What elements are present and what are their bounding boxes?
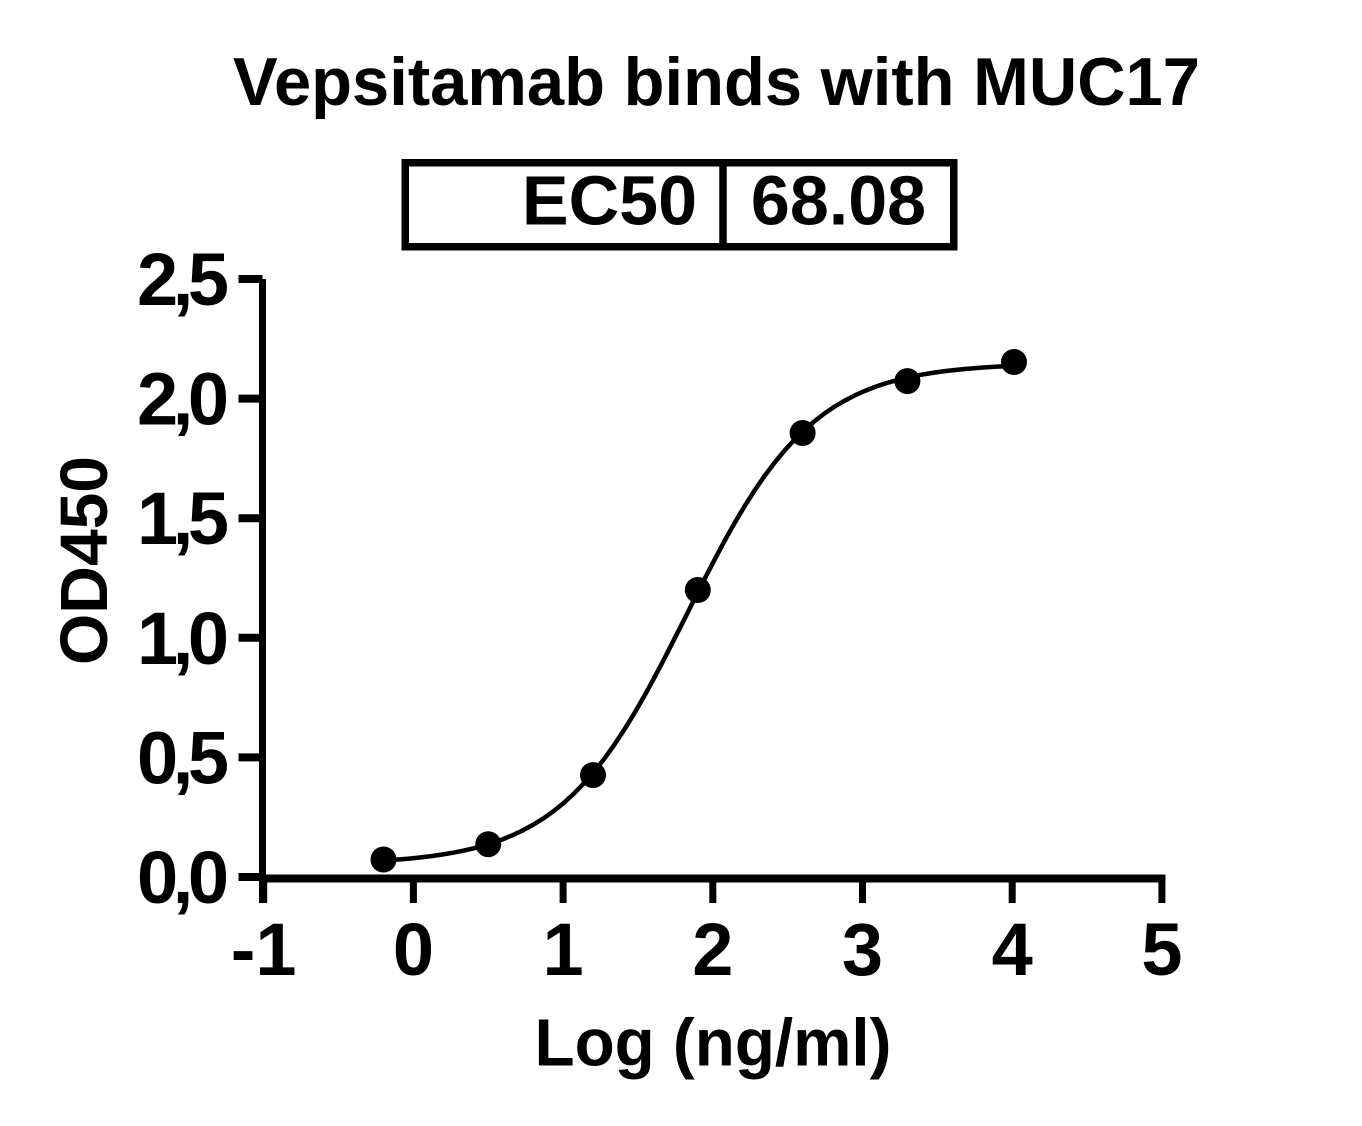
- svg-text:0,0: 0,0: [137, 836, 229, 919]
- svg-text:1: 1: [543, 908, 584, 991]
- svg-text:4: 4: [992, 908, 1033, 991]
- svg-text:68.08: 68.08: [751, 162, 926, 240]
- svg-text:0,5: 0,5: [137, 716, 229, 799]
- svg-text:2,0: 2,0: [137, 358, 229, 441]
- svg-text:1,5: 1,5: [137, 477, 229, 560]
- svg-text:0: 0: [393, 908, 434, 991]
- svg-text:5: 5: [1141, 908, 1182, 991]
- svg-text:2,5: 2,5: [137, 238, 229, 321]
- svg-text:Vepsitamab binds with MUC17: Vepsitamab binds with MUC17: [233, 44, 1200, 120]
- svg-text:-1: -1: [231, 908, 297, 991]
- svg-text:2: 2: [692, 908, 733, 991]
- svg-text:OD450: OD450: [47, 456, 122, 665]
- svg-text:1,0: 1,0: [137, 597, 229, 680]
- svg-text:EC50: EC50: [522, 162, 697, 240]
- svg-text:Log (ng/ml): Log (ng/ml): [535, 1006, 892, 1081]
- svg-text:3: 3: [842, 908, 883, 991]
